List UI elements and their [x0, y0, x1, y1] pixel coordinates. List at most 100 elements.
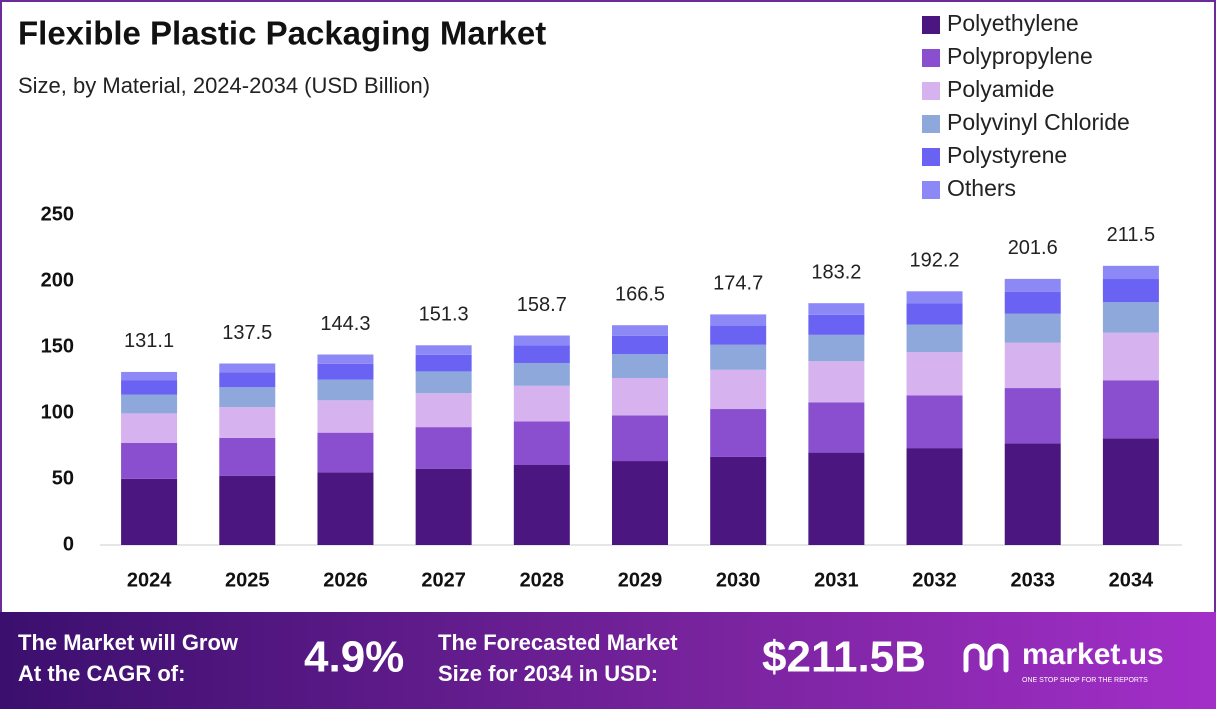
bar-segment	[513, 335, 570, 346]
bar-segment	[710, 325, 767, 345]
bar-segment	[317, 379, 374, 401]
bar-segment	[612, 461, 668, 545]
x-tick-label: 2029	[618, 569, 663, 591]
bar-segment	[415, 345, 472, 355]
bar-segment	[1102, 265, 1159, 280]
bar-segment	[513, 465, 570, 545]
bar-segment	[219, 407, 276, 438]
brand-tagline: ONE STOP SHOP FOR THE REPORTS	[1022, 677, 1148, 684]
total-label: 137.5	[222, 322, 272, 344]
legend-swatch	[922, 16, 940, 34]
bar-segment	[1102, 332, 1159, 381]
bar-segment	[219, 437, 276, 476]
legend-label: Polyvinyl Chloride	[947, 109, 1130, 135]
bar-segment	[1102, 380, 1159, 439]
bar-segment	[906, 291, 963, 304]
bar-segment	[906, 303, 963, 325]
bar-segment	[415, 427, 472, 469]
total-label: 158.7	[517, 294, 567, 316]
bar-segment	[710, 369, 767, 410]
bar-segment	[415, 393, 472, 428]
total-label: 211.5	[1107, 224, 1156, 246]
bar-segment	[513, 345, 570, 363]
x-tick-label: 2028	[520, 569, 565, 591]
bar-segment	[415, 371, 472, 394]
legend-swatch	[922, 148, 940, 166]
legend-swatch	[922, 115, 940, 133]
y-tick-label: 150	[41, 335, 74, 357]
x-tick-label: 2031	[814, 569, 859, 591]
bar-segment	[317, 400, 374, 433]
brand-name: market.us	[1022, 638, 1164, 671]
footer-banner	[0, 612, 1216, 709]
bar-segment	[710, 344, 767, 370]
bar-segment	[906, 324, 963, 353]
y-tick-label: 200	[41, 269, 74, 291]
bar-segment	[121, 394, 178, 414]
cagr-label: The Market will Grow	[18, 630, 239, 655]
x-tick-label: 2027	[421, 569, 466, 591]
x-tick-label: 2032	[912, 569, 957, 591]
legend-label: Polyamide	[947, 76, 1054, 102]
cagr-label: At the CAGR of:	[18, 661, 185, 686]
x-tick-label: 2025	[225, 569, 270, 591]
y-tick-label: 0	[63, 533, 74, 555]
legend-label: Polyethylene	[947, 10, 1079, 36]
total-label: 144.3	[320, 313, 370, 335]
cagr-value: 4.9%	[304, 633, 404, 682]
bar-segment	[415, 468, 472, 545]
bar-segment	[121, 413, 178, 443]
bar-segment	[808, 402, 865, 453]
bar-segment	[415, 354, 472, 372]
bar-segment	[1004, 313, 1061, 343]
bar-segment	[219, 363, 276, 373]
chart-subtitle: Size, by Material, 2024-2034 (USD Billio…	[18, 73, 430, 98]
bar-segment	[1004, 342, 1061, 389]
brand-logo	[963, 643, 1009, 673]
bar-segment	[1102, 302, 1159, 333]
legend-swatch	[922, 82, 940, 100]
bar-segment	[513, 362, 570, 386]
bar-segment	[710, 314, 767, 326]
total-label: 131.1	[124, 330, 174, 352]
x-tick-label: 2033	[1010, 569, 1055, 591]
legend-label: Polystyrene	[947, 142, 1067, 168]
bar-segment	[906, 448, 963, 545]
total-label: 192.2	[910, 250, 960, 272]
y-tick-label: 50	[52, 467, 74, 489]
bar-segment	[219, 475, 276, 545]
bar-segment	[317, 354, 374, 364]
forecast-value: $211.5B	[762, 633, 926, 682]
bar-segment	[513, 421, 570, 466]
bar-segment	[906, 395, 963, 449]
bar-segment	[121, 380, 178, 395]
bar-segment	[808, 361, 865, 403]
bar-segment	[1102, 438, 1159, 545]
bar-segment	[1004, 291, 1061, 314]
bar-segment	[317, 432, 374, 473]
bar-segment	[121, 371, 178, 381]
bar-segment	[317, 472, 374, 545]
bar-segment	[612, 354, 668, 379]
bar-segment	[121, 478, 178, 545]
total-label: 166.5	[615, 284, 665, 306]
bar-segment	[612, 378, 668, 416]
x-tick-label: 2030	[716, 569, 761, 591]
forecast-label: The Forecasted Market	[438, 630, 678, 655]
bar-segment	[219, 387, 276, 408]
bar-segment	[612, 325, 668, 336]
y-tick-label: 100	[41, 401, 74, 423]
legend-swatch	[922, 49, 940, 67]
x-tick-label: 2034	[1109, 569, 1154, 591]
bar-segment	[1004, 388, 1061, 444]
chart-title: Flexible Plastic Packaging Market	[18, 15, 546, 52]
bar-segment	[710, 456, 767, 545]
x-tick-label: 2024	[127, 569, 172, 591]
legend-swatch	[922, 181, 940, 199]
bar-segment	[808, 303, 865, 315]
total-label: 174.7	[713, 273, 763, 295]
bar-segment	[1102, 279, 1159, 303]
bar-segment	[808, 452, 865, 545]
